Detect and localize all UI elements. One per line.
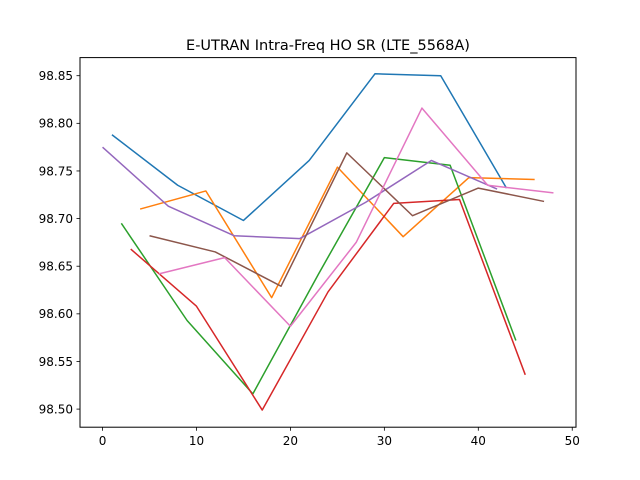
x-tick-label: 10 bbox=[189, 434, 204, 448]
y-tick-label: 98.70 bbox=[39, 212, 73, 226]
series-line-5 bbox=[102, 146, 498, 240]
x-tick-label: 30 bbox=[377, 434, 392, 448]
x-tick-label: 40 bbox=[471, 434, 486, 448]
x-tick-label: 20 bbox=[283, 434, 298, 448]
x-tick-label: 0 bbox=[99, 434, 107, 448]
y-tick-label: 98.65 bbox=[39, 260, 73, 274]
y-tick-label: 98.80 bbox=[39, 117, 73, 131]
series-line-7 bbox=[158, 107, 554, 327]
series-line-4 bbox=[130, 198, 526, 411]
y-tick-label: 98.60 bbox=[39, 307, 73, 321]
series-line-6 bbox=[149, 152, 545, 287]
series-line-1 bbox=[111, 73, 508, 222]
series-layer bbox=[102, 73, 554, 411]
y-tick-label: 98.85 bbox=[39, 69, 73, 83]
chart-title: E-UTRAN Intra-Freq HO SR (LTE_5568A) bbox=[186, 38, 470, 54]
y-tick-label: 98.55 bbox=[39, 355, 73, 369]
y-tick-label: 98.75 bbox=[39, 164, 73, 178]
y-axis: 98.50 98.55 98.60 98.65 98.70 98.75 98.80 98.85 bbox=[39, 69, 80, 416]
x-tick-label: 50 bbox=[565, 434, 580, 448]
y-tick-label: 98.50 bbox=[39, 402, 73, 416]
plot-frame bbox=[79, 57, 577, 428]
series-line-3 bbox=[120, 156, 517, 395]
x-axis: 0 10 20 30 40 50 bbox=[99, 427, 580, 448]
